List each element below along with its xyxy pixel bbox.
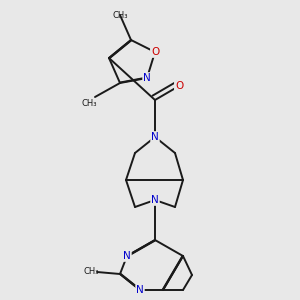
Text: N: N [143,73,151,83]
Text: CH₃: CH₃ [112,11,128,20]
Text: N: N [123,251,131,261]
Text: N: N [151,132,159,142]
Text: CH₃: CH₃ [81,98,97,107]
Text: N: N [136,285,144,295]
Text: N: N [151,195,159,205]
Text: O: O [175,81,183,91]
Text: O: O [151,47,159,57]
Text: CH₃: CH₃ [83,268,99,277]
